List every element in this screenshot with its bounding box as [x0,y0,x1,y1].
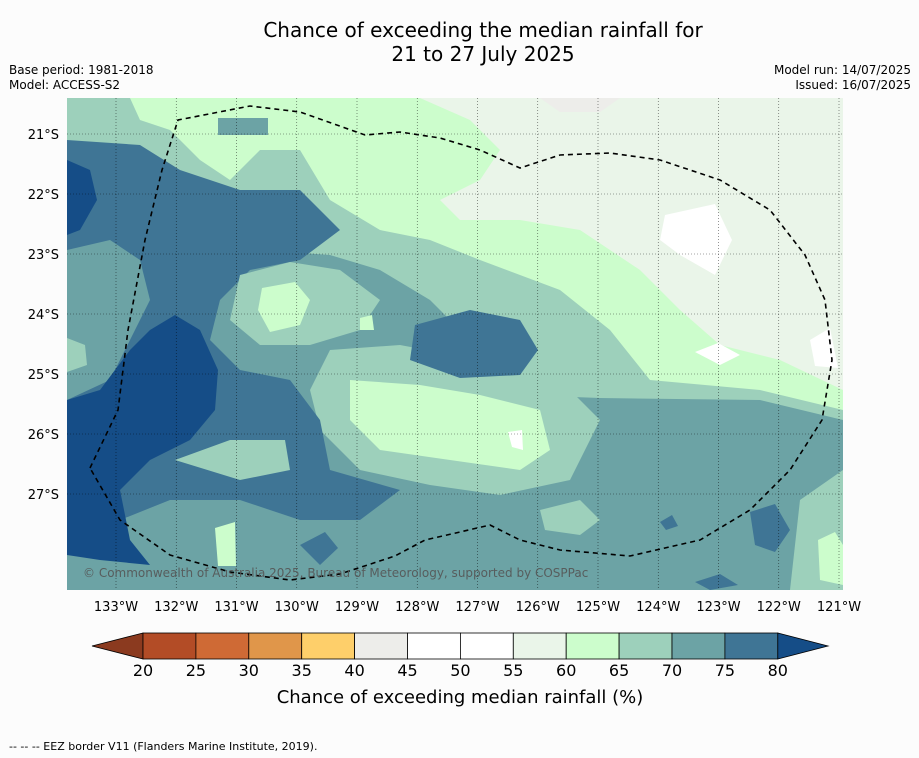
latitude-label: 23°S [28,248,59,263]
colorbar-tick-label: 30 [239,661,259,680]
longitude-label: 128°W [395,600,439,615]
longitude-label: 123°W [696,600,740,615]
latitude-labels: 21°S 22°S 23°S 24°S 25°S 26°S 27°S [28,128,59,503]
latitude-label: 21°S [28,128,59,143]
colorbar-tick-label: 65 [609,661,629,680]
contour-60-65-se [818,532,843,585]
contour-75-80-se [750,504,790,552]
contour-below-55-a [660,204,732,275]
contour-60-65-sw [215,522,236,566]
longitude-label: 121°W [817,600,861,615]
longitude-label: 127°W [455,600,499,615]
forecast-info-left: Base period: 1981-2018 Model: ACCESS-S2 [9,63,154,93]
colorbar-segment [724,632,779,660]
longitude-label: 132°W [154,600,198,615]
eez-border [89,105,833,581]
contour-60-65-south [350,380,550,470]
graticule [67,98,843,590]
colorbar-tick-label: 35 [292,661,312,680]
colorbar-segment [301,632,356,660]
longitude-label: 125°W [576,600,620,615]
longitude-labels: 133°W 132°W 131°W 130°W 129°W 128°W 127°W 126°W… [94,600,861,615]
colorbar-tick-label: 40 [344,661,364,680]
footer-note: -- -- -- EEZ border V11 (Flanders Marine… [9,740,318,753]
copyright-text: © Commonwealth of Australia 2025, Bureau… [83,566,588,580]
contour-70-75-sw [175,440,290,480]
contour-75-80-se-b [695,574,738,590]
colorbar-tick-label: 55 [503,661,523,680]
colorbar: 20 25 30 35 40 45 50 55 60 65 70 75 80 [91,632,830,680]
latitude-label: 26°S [28,428,59,443]
colorbar-extend-high [777,632,830,660]
latitude-label: 24°S [28,308,59,323]
colorbar-tick-label: 45 [397,661,417,680]
latitude-label: 22°S [28,188,59,203]
model-text: Model: ACCESS-S2 [9,78,121,92]
colorbar-segment [248,632,303,660]
contour-75-80-s [300,532,338,565]
colorbar-extend-low [91,632,144,660]
contour-70-75-s [540,500,600,535]
title-line-1: Chance of exceeding the median rainfall … [263,18,703,42]
contour-below-55-b [695,343,740,365]
colorbar-tick-label: 25 [186,661,206,680]
colorbar-tick-label: 50 [450,661,470,680]
latitude-label: 25°S [28,368,59,383]
contour-above-80-north [67,160,97,235]
longitude-label: 126°W [516,600,560,615]
contour-above-80-south [67,315,218,565]
contour-75-80-central [410,310,538,378]
latitude-label: 27°S [28,488,59,503]
contour-70-75-west [67,338,87,372]
contour-75-80-se-c [660,515,678,530]
contour-below-55-d [508,430,523,450]
colorbar-segment [142,632,197,660]
colorbar-segment [512,632,567,660]
base-period-text: Base period: 1981-2018 [9,63,154,77]
model-run-text: Model run: 14/07/2025 [773,63,911,77]
colorbar-tick-label: 60 [556,661,576,680]
issued-text: Issued: 16/07/2025 [795,78,911,92]
colorbar-tick-label: 75 [715,661,735,680]
colorbar-segment [195,632,250,660]
map-title: Chance of exceeding the median rainfall … [0,18,919,66]
contour-below-45 [540,98,620,112]
longitude-label: 122°W [757,600,801,615]
forecast-info-right: Model run: 14/07/2025 Issued: 16/07/2025 [774,63,911,93]
contour-65-70-west [67,240,150,400]
colorbar-segment [618,632,673,660]
longitude-label: 131°W [214,600,258,615]
colorbar-segment [671,632,726,660]
colorbar-segment [565,632,620,660]
contour-55-60-east [420,98,843,390]
contour-60-65-inner [258,282,310,332]
colorbar-tick-label: 20 [133,661,153,680]
colorbar-label: Chance of exceeding median rainfall (%) [277,687,644,708]
colorbar-tick-label: 80 [768,661,788,680]
contour-field [67,98,843,590]
longitude-label: 129°W [335,600,379,615]
colorbar-segment [407,632,461,660]
colorbar-segment [354,632,408,660]
colorbar-tick-label: 70 [662,661,682,680]
colorbar-segment [459,632,514,660]
longitude-label: 130°W [275,600,319,615]
contour-60-65-inner-b [360,315,374,330]
longitude-label: 133°W [94,600,138,615]
contour-65-70-north [218,118,268,135]
title-line-2: 21 to 27 July 2025 [391,42,575,66]
longitude-label: 124°W [636,600,680,615]
